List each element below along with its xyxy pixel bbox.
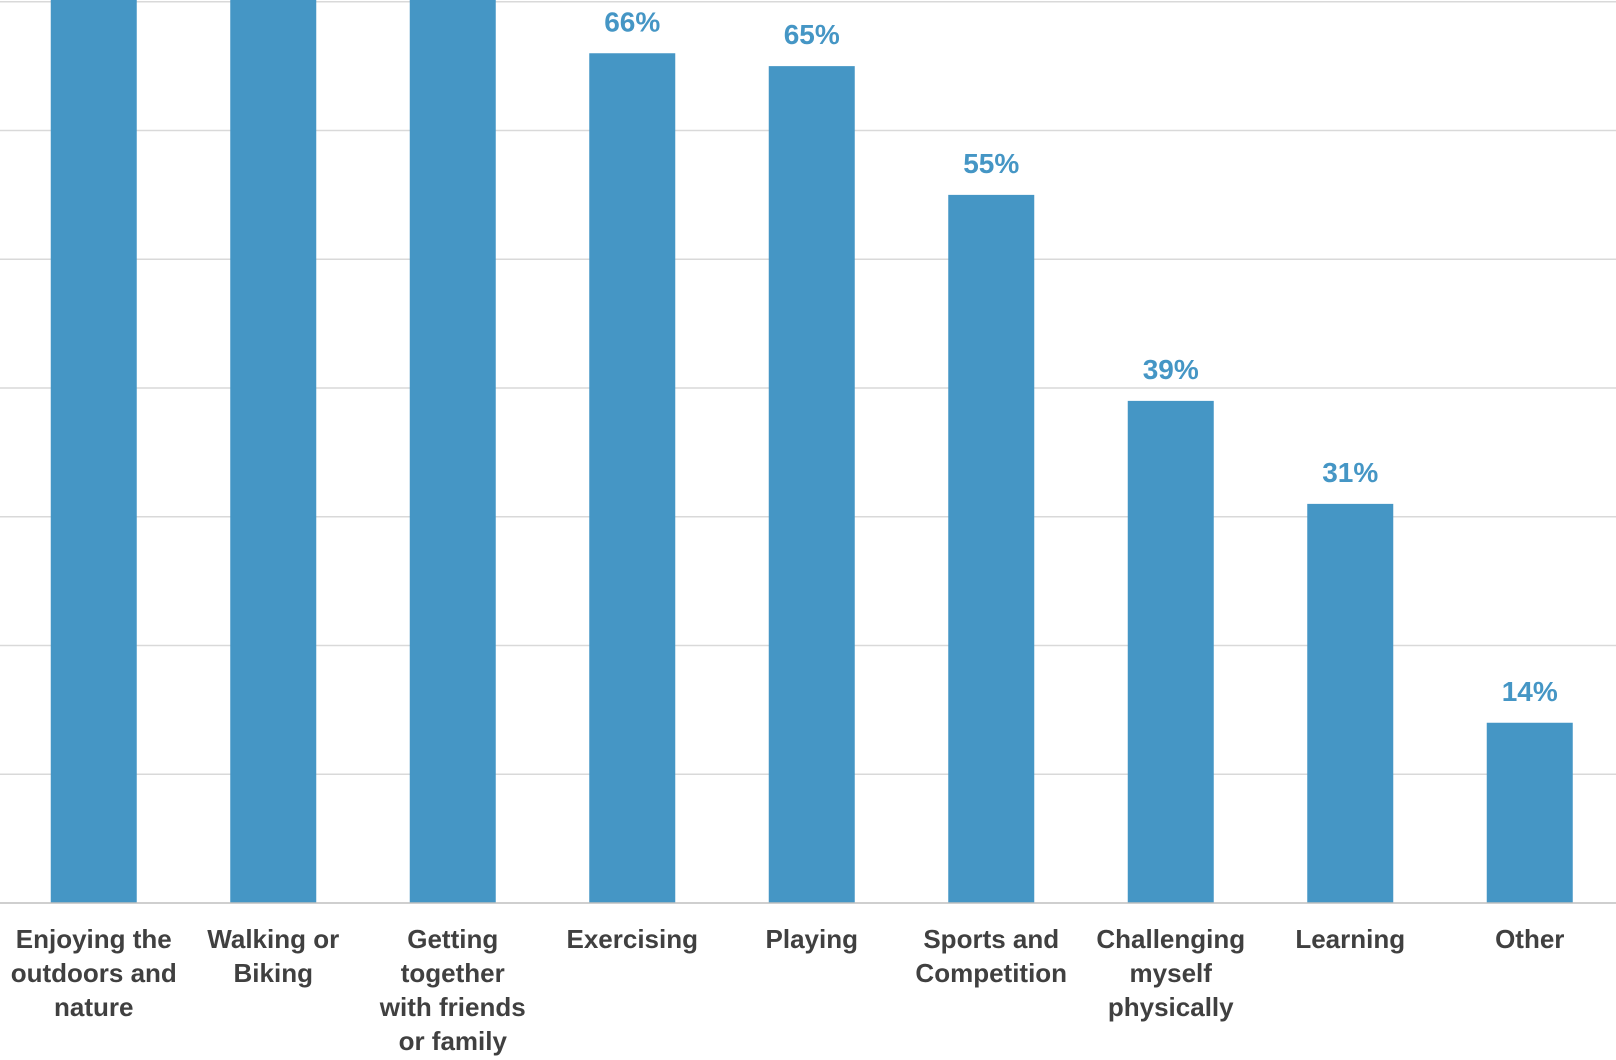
x-tick-label: Learning bbox=[1295, 924, 1405, 954]
x-tick-label: Playing bbox=[766, 924, 858, 954]
bar bbox=[1307, 503, 1394, 903]
data-label: 66% bbox=[604, 6, 660, 37]
data-label: 55% bbox=[963, 148, 1019, 179]
bar bbox=[230, 0, 317, 903]
bar bbox=[948, 194, 1035, 903]
x-tick-label: Other bbox=[1495, 924, 1564, 954]
bar bbox=[1127, 400, 1214, 903]
data-label: 14% bbox=[1502, 676, 1558, 707]
bar bbox=[50, 0, 137, 903]
data-label: 65% bbox=[784, 19, 840, 50]
category-labels: Enjoying the outdoors and nature Walking or… bbox=[11, 924, 1565, 1056]
bar bbox=[589, 53, 676, 903]
x-tick-label: Enjoying the outdoors and nature bbox=[11, 924, 177, 1022]
x-tick-label: Exercising bbox=[566, 924, 698, 954]
x-tick-label: Getting together with friends or family bbox=[379, 924, 526, 1056]
x-tick-label: Sports and Competition bbox=[915, 924, 1067, 988]
x-tick-label: Challenging myself physically bbox=[1096, 924, 1245, 1022]
x-tick-label: Walking or Biking bbox=[207, 924, 339, 988]
bar bbox=[768, 66, 855, 903]
value-labels: 85%81%77%66%65%55%39%31%14% bbox=[604, 6, 1558, 707]
bars bbox=[50, 0, 1573, 903]
data-label: 31% bbox=[1322, 457, 1378, 488]
bar bbox=[1486, 722, 1573, 903]
data-label: 39% bbox=[1143, 354, 1199, 385]
bar bbox=[409, 0, 496, 903]
